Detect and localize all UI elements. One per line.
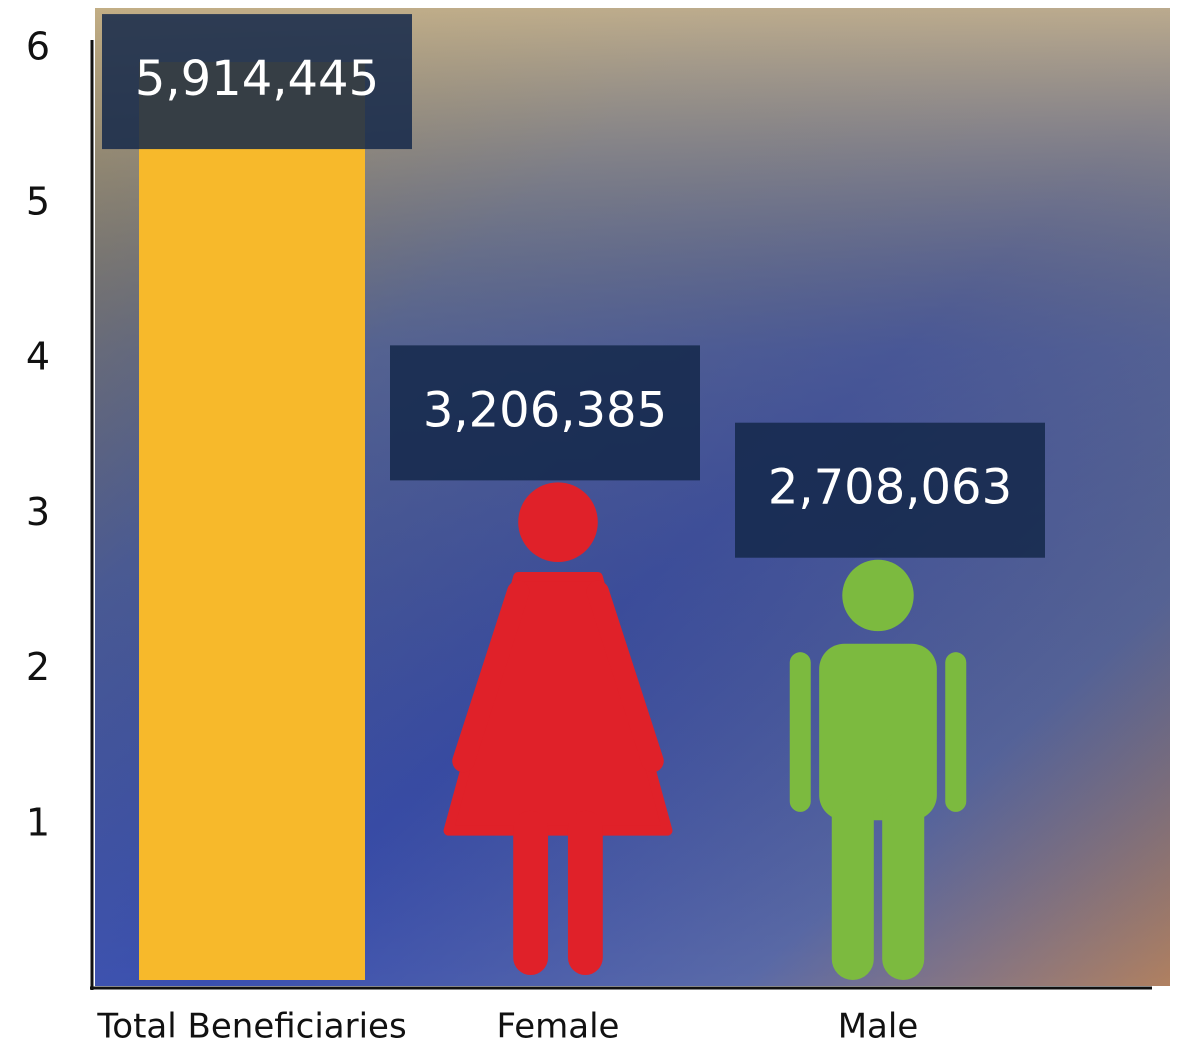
- value-label-box: [735, 422, 1045, 558]
- bar: [139, 62, 365, 981]
- leg: [882, 790, 925, 980]
- leg: [567, 810, 603, 976]
- y-tick-label: 3: [26, 490, 50, 534]
- arm: [586, 580, 664, 773]
- value-label-box: [102, 14, 412, 150]
- y-tick-label: 6: [26, 24, 50, 68]
- value-label: 3,206,385: [423, 382, 667, 438]
- male-pictogram: [789, 559, 967, 980]
- head: [842, 559, 914, 632]
- arm: [945, 652, 967, 812]
- value-label-box: [390, 345, 700, 481]
- head: [518, 482, 598, 562]
- y-tick-label: 4: [26, 335, 50, 379]
- leg: [513, 810, 549, 976]
- y-tick-label: 2: [26, 645, 50, 689]
- arm: [452, 580, 530, 773]
- y-tick-label: 5: [26, 180, 50, 224]
- leg: [831, 790, 874, 980]
- value-label: 5,914,445: [135, 51, 379, 107]
- x-tick-label: Total Beneficiaries: [96, 1007, 406, 1047]
- arm: [789, 652, 811, 812]
- x-tick-label: Male: [838, 1007, 919, 1047]
- torso: [819, 643, 937, 821]
- female-pictogram: [443, 482, 673, 976]
- x-tick-label: Female: [497, 1007, 620, 1047]
- value-label: 2,708,063: [768, 460, 1012, 516]
- y-tick-label: 1: [26, 800, 50, 844]
